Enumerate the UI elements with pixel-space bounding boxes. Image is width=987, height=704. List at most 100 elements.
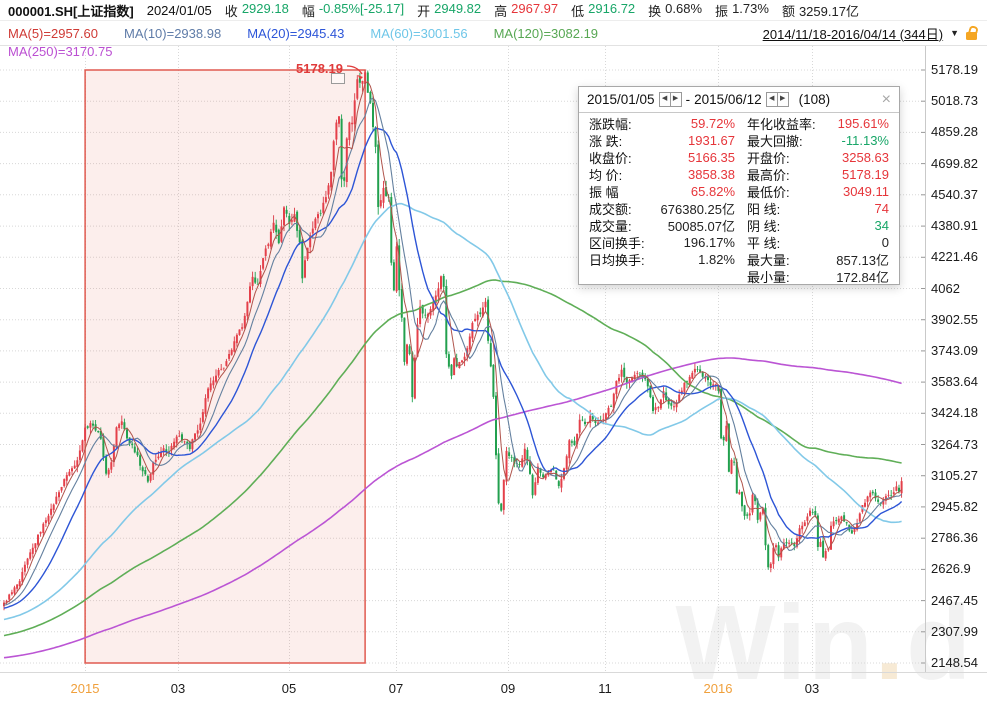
range-start-date[interactable]: 2015/01/05 — [587, 92, 655, 107]
quote-field: 换 0.68% — [648, 0, 703, 19]
x-tick-label: 2016 — [703, 681, 733, 696]
stats-cell: 最低价: 3049.11 — [747, 184, 889, 200]
date-range-text[interactable]: 2014/11/18-2016/04/14 (344日) — [762, 26, 944, 42]
stats-row: 涨跌幅: 59.72% 年化收益率: 195.61% — [589, 115, 889, 132]
range-end-date[interactable]: 2015/06/12 — [694, 92, 762, 107]
x-tick-label: 05 — [281, 681, 297, 696]
y-tick-label: 2467.45 — [931, 592, 978, 608]
stats-cell: 阳 线: 74 — [747, 201, 889, 217]
ma-legend-item: MA(10)=2938.98 — [123, 25, 222, 41]
stats-cell: 涨跌幅: 59.72% — [589, 116, 735, 132]
y-tick-label: 3583.64 — [931, 374, 978, 390]
stats-row: 收盘价: 5166.35 开盘价: 3258.63 — [589, 149, 889, 166]
stats-cell: 成交量: 50085.07亿 — [589, 219, 735, 234]
stats-cell: 区间换手: 196.17% — [589, 235, 735, 251]
end-date-stepper[interactable]: ◀ ▶ — [765, 92, 789, 107]
x-tick-label: 11 — [598, 681, 612, 696]
ma-legend: MA(5)=2957.60 MA(10)=2938.98 MA(20)=2945.4… — [8, 26, 598, 41]
y-tick-label: 3743.09 — [931, 343, 978, 359]
step-back-icon[interactable]: ◀ — [768, 95, 775, 102]
stats-row: 涨 跌: 1931.67 最大回撤: -11.13% — [589, 132, 889, 149]
stats-cell: 成交额: 676380.25亿 — [589, 202, 735, 217]
step-forward-icon[interactable]: ▶ — [669, 93, 681, 106]
stats-row: 成交量: 50085.07亿阴 线: 34 — [589, 217, 889, 234]
quote-field: 收 2929.18 — [224, 0, 289, 19]
y-tick-label: 2945.82 — [931, 499, 978, 515]
stats-cell: 涨 跌: 1931.67 — [589, 133, 735, 149]
y-tick-label: 4699.82 — [931, 155, 978, 171]
stats-row: 成交额: 676380.25亿阳 线: 74 — [589, 200, 889, 217]
ma-legend-item: MA(250)=3170.75 — [8, 44, 113, 59]
selection-drag-handle-icon[interactable] — [331, 73, 345, 84]
stats-cell: 振 幅 65.82% — [589, 184, 735, 200]
ma-legend-item: MA(20)=2945.43 — [247, 25, 345, 41]
stats-cell: 最高价: 5178.19 — [747, 167, 889, 183]
stats-cell: 收盘价: 5166.35 — [589, 150, 735, 166]
range-day-count: (108) — [798, 92, 831, 107]
x-tick-label: 03 — [170, 681, 186, 696]
stats-cell: 平 线: 0 — [747, 235, 889, 251]
y-tick-label: 5018.73 — [931, 93, 978, 109]
range-stats-popup: 2015/01/05 ◀ ▶ - 2015/06/12 ◀ ▶ (108) × … — [578, 86, 900, 285]
stats-row: 区间换手: 196.17% 平 线: 0 — [589, 234, 889, 251]
stats-cell: 开盘价: 3258.63 — [747, 150, 889, 166]
range-dash: - — [685, 92, 691, 107]
stats-row: 最小量: 172.84亿 — [589, 268, 889, 285]
watermark-text: Win — [675, 584, 875, 702]
x-tick-label: 03 — [804, 681, 820, 696]
ma-legend-item: MA(5)=2957.60 — [8, 25, 98, 41]
stats-cell: 年化收益率: 195.61% — [747, 116, 889, 132]
y-tick-label: 2307.99 — [931, 623, 978, 639]
ma-legend-item: MA(120)=3082.19 — [493, 25, 599, 41]
quote-field: 幅 -0.85%[-25.17] — [301, 0, 405, 19]
y-tick-label: 3424.18 — [931, 405, 978, 421]
symbol-title: 000001.SH[上证指数] — [8, 3, 134, 19]
y-tick-label: 4062 — [931, 280, 960, 296]
stats-cell: 阴 线: 34 — [747, 218, 889, 234]
quote-field: 振 1.73% — [715, 0, 769, 19]
x-tick-label: 2015 — [70, 681, 100, 696]
stats-cell: 最小量: 172.84亿 — [747, 270, 889, 285]
quote-field: 高 2967.97 — [494, 0, 559, 19]
stats-cell: 最大回撤: -11.13% — [747, 133, 889, 149]
y-tick-label: 2148.54 — [931, 655, 978, 671]
x-tick-label: 09 — [500, 681, 516, 696]
y-tick-label: 4859.28 — [931, 124, 978, 140]
unlock-icon[interactable] — [966, 31, 977, 40]
y-tick-label: 3902.55 — [931, 311, 978, 327]
quote-header-bar: 000001.SH[上证指数] 2024/01/05 收 2929.18 幅 -0.8… — [0, 0, 987, 21]
y-tick-label: 2626.9 — [931, 561, 971, 577]
range-stats-table: 涨跌幅: 59.72% 年化收益率: 195.61% 涨 跌: 1931.67 最大回撤: -… — [579, 113, 899, 285]
step-back-icon[interactable]: ◀ — [661, 95, 668, 102]
ma250-legend-row: MA(250)=3170.75 — [8, 44, 112, 59]
range-stats-popup-header: 2015/01/05 ◀ ▶ - 2015/06/12 ◀ ▶ (108) × — [579, 87, 899, 113]
y-tick-label: 3105.27 — [931, 467, 978, 483]
watermark-text: d — [906, 584, 973, 702]
start-date-stepper[interactable]: ◀ ▶ — [658, 92, 682, 107]
stats-cell: 最大量: 857.13亿 — [747, 253, 889, 268]
dropdown-caret-icon[interactable]: ▼ — [950, 28, 959, 38]
stats-row: 日均换手: 1.82% 最大量: 857.13亿 — [589, 251, 889, 268]
watermark-dot: . — [874, 584, 907, 702]
step-forward-icon[interactable]: ▶ — [776, 93, 788, 106]
y-tick-label: 5178.19 — [931, 62, 978, 78]
stats-row: 振 幅 65.82% 最低价: 3049.11 — [589, 183, 889, 200]
date-range-selector[interactable]: 2014/11/18-2016/04/14 (344日) ▼ — [763, 24, 977, 43]
quote-field: 开 2949.82 — [417, 0, 482, 19]
quote-field: 额 3259.17亿 — [781, 3, 859, 19]
x-tick-label: 07 — [388, 681, 404, 696]
y-tick-label: 2786.36 — [931, 530, 978, 546]
ma-legend-bar: MA(5)=2957.60 MA(10)=2938.98 MA(20)=2945.4… — [0, 21, 987, 46]
close-icon[interactable]: × — [881, 90, 891, 108]
stats-cell: 日均换手: 1.82% — [589, 252, 735, 268]
stats-row: 均 价: 3858.38 最高价: 5178.19 — [589, 166, 889, 183]
peak-price-label: 5178.19 — [296, 61, 343, 76]
ma-legend-item: MA(60)=3001.56 — [370, 25, 468, 41]
y-tick-label: 3264.73 — [931, 436, 978, 452]
y-tick-label: 4221.46 — [931, 249, 978, 265]
y-tick-label: 4540.37 — [931, 186, 978, 202]
y-tick-label: 4380.91 — [931, 218, 978, 234]
quote-date: 2024/01/05 — [146, 2, 212, 18]
